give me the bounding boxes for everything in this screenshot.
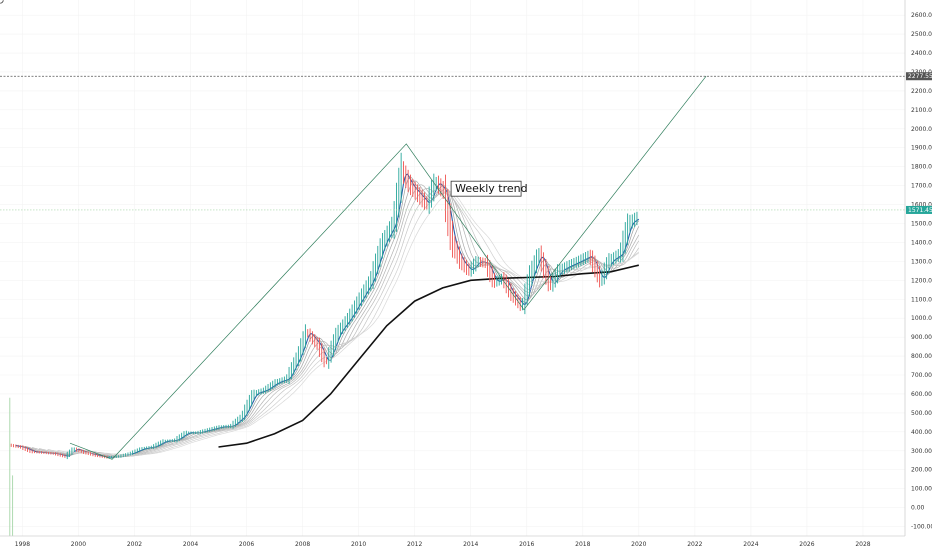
x-tick-label: 2008	[295, 541, 310, 548]
x-tick-label: 2020	[631, 541, 646, 548]
y-tick-label: 1400.00	[911, 239, 932, 246]
y-tick-label: 0.00	[911, 505, 925, 512]
long-moving-average-line	[218, 264, 639, 448]
y-tick-label: 1800.00	[911, 164, 932, 171]
y-tick-label: 1900.00	[911, 145, 932, 152]
x-tick-label: 2024	[743, 541, 758, 548]
x-tick-label: 2000	[71, 541, 86, 548]
y-tick-label: 600.00	[911, 391, 932, 398]
current-price-tag-text: 1571.45	[908, 207, 932, 214]
y-tick-label: 700.00	[911, 372, 932, 379]
annotation-box[interactable]: Weekly trend	[450, 180, 528, 197]
annotation-rect	[450, 180, 522, 197]
x-tick-label: 2016	[519, 541, 534, 548]
y-tick-label: 1300.00	[911, 258, 932, 265]
y-tick-label: 1000.00	[911, 315, 932, 322]
y-tick-label: 1700.00	[911, 183, 932, 190]
y-tick-label: 900.00	[911, 334, 932, 341]
moving-average-line	[57, 188, 640, 456]
y-tick-label: 2100.00	[911, 107, 932, 114]
y-tick-label: 1600.00	[911, 202, 932, 209]
y-tick-label: 100.00	[911, 486, 932, 493]
price-axis[interactable]: 2600.002500.002400.002300.002200.002100.…	[911, 12, 932, 530]
price-tags: 2277.55 1571.45	[906, 72, 932, 214]
x-tick-label: 2012	[407, 541, 422, 548]
y-tick-label: 1500.00	[911, 220, 932, 227]
x-tick-label: 2006	[239, 541, 254, 548]
y-tick-label: 2000.00	[911, 126, 932, 133]
x-tick-label: 1998	[15, 541, 30, 548]
x-tick-label: 2018	[575, 541, 590, 548]
time-axis[interactable]: 1998 2000 2002 2004 2006 2008 2010 2012 2014 2016…	[15, 541, 871, 548]
moving-average-line	[67, 192, 640, 456]
y-tick-label: -100.00	[911, 524, 932, 531]
x-tick-label: 2004	[183, 541, 198, 548]
current-price-tag	[906, 205, 932, 214]
x-tick-label: 2022	[687, 541, 702, 548]
horizontal-lines[interactable]	[0, 75, 905, 211]
annotation-text: Weekly trend	[455, 182, 528, 195]
x-tick-label: 2002	[127, 541, 142, 548]
y-tick-label: 200.00	[911, 467, 932, 474]
wave-path-line	[69, 75, 707, 460]
y-tick-label: 1200.00	[911, 277, 932, 284]
y-tick-label: 2200.00	[911, 88, 932, 95]
x-tick-label: 2014	[463, 541, 478, 548]
y-tick-label: 2500.00	[911, 31, 932, 38]
wave-label-5: 5	[0, 0, 2, 2]
y-tick-label: 400.00	[911, 429, 932, 436]
price-bars	[10, 152, 638, 460]
target-price-tag-text: 2277.55	[908, 73, 932, 80]
target-price-tag	[906, 72, 932, 81]
moving-average-line	[47, 188, 640, 457]
y-tick-label: 300.00	[911, 448, 932, 455]
elliott-wave-path	[69, 75, 707, 460]
y-tick-label: 800.00	[911, 353, 932, 360]
x-tick-label: 2010	[351, 541, 366, 548]
wave-labels: 12345	[0, 0, 4, 4]
y-tick-label: 500.00	[911, 410, 932, 417]
y-tick-label: 2400.00	[911, 50, 932, 57]
x-tick-label: 2028	[855, 541, 870, 548]
y-tick-label: 1100.00	[911, 296, 932, 303]
y-tick-label: 2600.00	[911, 12, 932, 19]
wave-label-circle	[0, 0, 4, 4]
x-tick-label: 2026	[799, 541, 814, 548]
volume-bars	[9, 397, 14, 536]
